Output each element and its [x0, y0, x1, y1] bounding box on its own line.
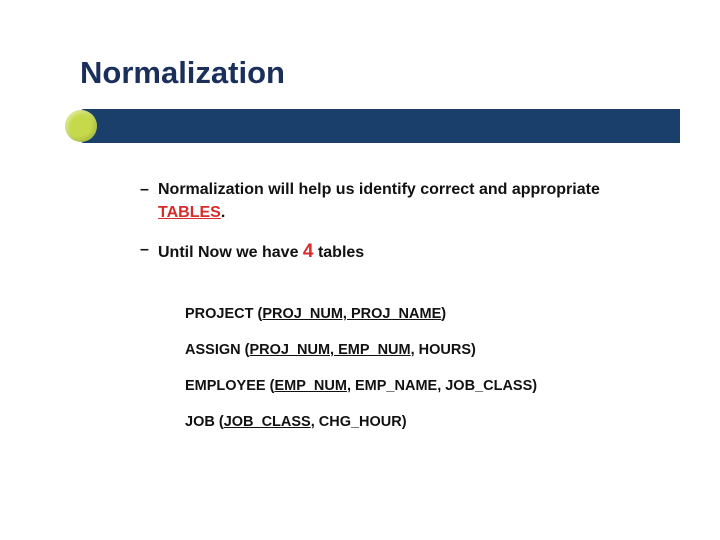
- bullet-item: Normalization will help us identify corr…: [140, 178, 640, 224]
- table-row: PROJECT (PROJ_NUM, PROJ_NAME): [185, 306, 660, 322]
- table-cols: , EMP_NAME, JOB_CLASS: [347, 378, 532, 394]
- slide-title: Normalization: [80, 55, 660, 91]
- bullet-text: .: [221, 204, 225, 221]
- slide-container: Normalization Normalization will help us…: [0, 0, 720, 540]
- paren-close: ): [441, 306, 446, 322]
- paren-close: ): [471, 342, 476, 358]
- table-pk: PROJ_NUM,: [262, 306, 347, 322]
- accent-dot-icon: [65, 110, 97, 142]
- table-row: EMPLOYEE (EMP_NUM, EMP_NAME, JOB_CLASS): [185, 378, 660, 394]
- bullet-text: Until Now we have: [158, 244, 303, 261]
- table-cols: PROJ_NAME: [347, 306, 441, 322]
- table-definitions: PROJECT (PROJ_NUM, PROJ_NAME) ASSIGN (PR…: [185, 306, 660, 430]
- table-name: JOB: [185, 414, 215, 430]
- paren-close: ): [402, 414, 407, 430]
- bullet-emphasis: TABLES: [158, 204, 221, 221]
- title-bar: [80, 109, 680, 143]
- table-row: JOB (JOB_CLASS, CHG_HOUR): [185, 414, 660, 430]
- bullet-number: 4: [303, 241, 314, 262]
- paren-open: (: [215, 414, 224, 430]
- table-cols: , CHG_HOUR: [311, 414, 402, 430]
- bullet-list: Normalization will help us identify corr…: [140, 178, 640, 266]
- table-name: ASSIGN: [185, 342, 241, 358]
- table-pk: JOB_CLASS: [224, 414, 311, 430]
- table-row: ASSIGN (PROJ_NUM, EMP_NUM, HOURS): [185, 342, 660, 358]
- table-name: EMPLOYEE: [185, 378, 266, 394]
- bullet-item: Until Now we have 4 tables: [140, 238, 640, 266]
- table-pk: EMP_NUM: [274, 378, 347, 394]
- bullet-text: Normalization will help us identify corr…: [158, 181, 600, 198]
- table-pk: PROJ_NUM, EMP_NUM: [249, 342, 410, 358]
- table-cols: , HOURS: [411, 342, 471, 358]
- paren-close: ): [532, 378, 537, 394]
- bullet-text: tables: [314, 244, 365, 261]
- table-name: PROJECT: [185, 306, 254, 322]
- title-bar-wrap: [70, 109, 660, 143]
